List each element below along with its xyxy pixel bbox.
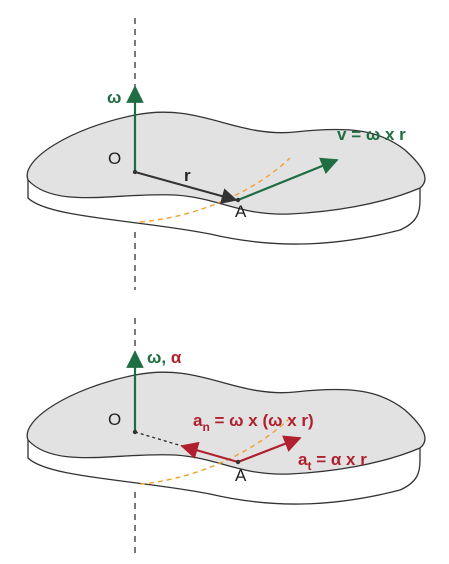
top-point-a-label: A [235, 202, 247, 221]
top-v-equation: v = ω x r [337, 125, 406, 144]
bottom-disk-surface [26, 371, 426, 475]
top-r-label: r [184, 166, 191, 185]
bottom-origin-point [132, 429, 138, 435]
bottom-r-dashed-line [134, 431, 183, 447]
top-omega-label: ω [107, 88, 121, 107]
top-origin-point [132, 169, 138, 175]
bottom-point-a-dot [235, 459, 241, 465]
top-r-arrow [134, 171, 238, 204]
bottom-an-equation: an = ω x (ω x r) [193, 411, 314, 434]
top-origin-label: O [108, 149, 121, 168]
top-disk-group: ω O r A v = ω x r [26, 18, 426, 290]
bottom-omega-alpha-label: ω, α [147, 348, 182, 367]
top-trajectory-path [139, 157, 291, 223]
bottom-origin-label: O [108, 410, 121, 429]
bottom-at-arrow [237, 435, 302, 464]
bottom-trajectory-path [139, 417, 291, 485]
bottom-disk-group: ω, α O A an = ω x (ω x r) at = α x r [26, 318, 426, 556]
bottom-point-a-label: A [235, 466, 247, 485]
bottom-at-equation: at = α x r [298, 450, 367, 473]
top-disk-surface [26, 111, 426, 215]
bottom-an-arrow [180, 441, 239, 464]
top-point-a-dot [235, 197, 241, 203]
top-v-arrow [237, 157, 339, 202]
